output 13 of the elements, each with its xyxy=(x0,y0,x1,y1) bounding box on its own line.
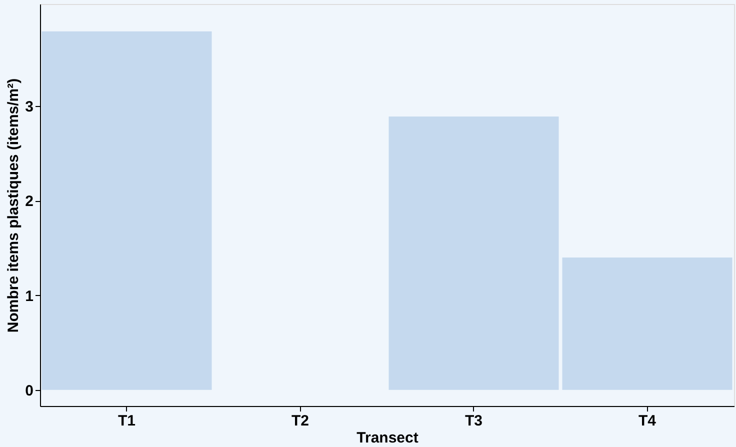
x-tick-label: T3 xyxy=(464,412,483,430)
bar xyxy=(562,257,732,390)
y-tick-label: 2 xyxy=(25,193,34,210)
y-tick-label: 1 xyxy=(25,288,34,305)
y-axis-title: Nombre items plastiques (items/m²) xyxy=(5,78,22,333)
x-tick-label: T2 xyxy=(291,412,310,430)
x-tick-label: T4 xyxy=(638,412,657,430)
x-tick-label: T1 xyxy=(118,412,136,430)
y-tick-label: 3 xyxy=(25,98,34,116)
y-tick-label: 0 xyxy=(25,382,34,400)
x-axis-title: Transect xyxy=(356,430,418,446)
bar xyxy=(42,31,212,390)
bar xyxy=(388,116,559,390)
